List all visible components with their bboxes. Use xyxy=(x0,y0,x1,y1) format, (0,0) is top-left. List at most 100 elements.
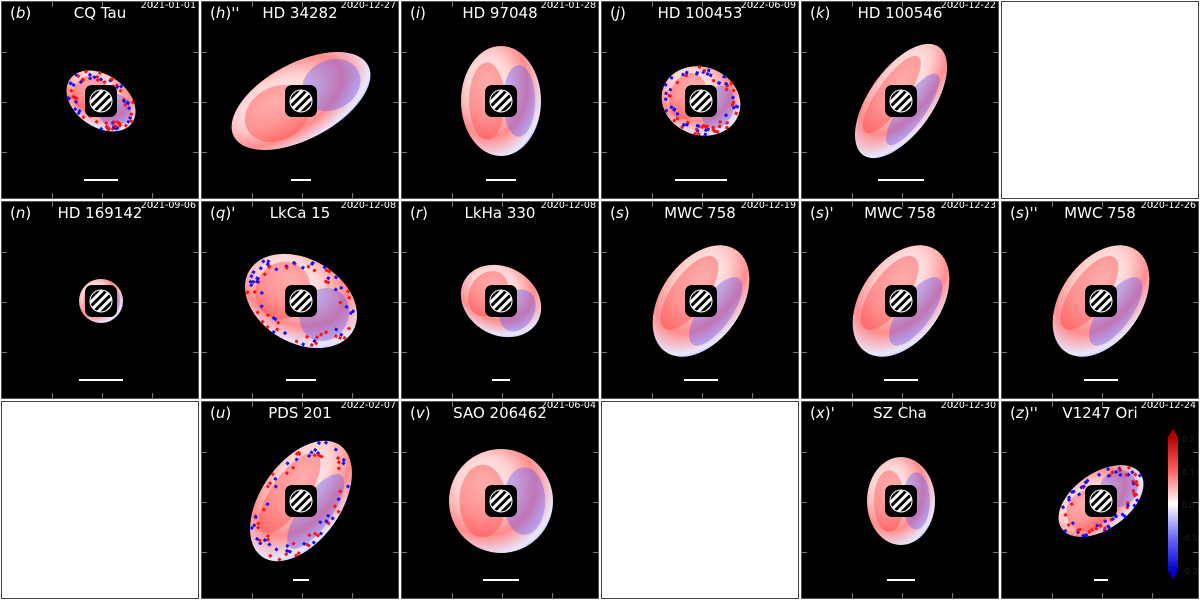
axis-tick xyxy=(352,2,353,7)
noise-pixel xyxy=(675,80,680,85)
noise-pixel xyxy=(724,81,728,86)
target-name: HD 100546 xyxy=(857,4,943,22)
noise-pixel xyxy=(127,106,132,111)
noise-pixel xyxy=(711,78,716,83)
axis-tick xyxy=(252,202,253,207)
panel-tag: (z)'' xyxy=(1010,404,1038,422)
observation-date: 2021-01-01 xyxy=(140,1,196,11)
hatched-star-mask xyxy=(889,489,913,513)
noise-pixel xyxy=(274,267,279,272)
axis-tick xyxy=(702,193,703,198)
noise-pixel xyxy=(731,88,736,93)
axis-tick xyxy=(602,352,607,353)
axis-tick xyxy=(452,593,453,598)
noise-pixel xyxy=(1076,492,1082,497)
scale-bar xyxy=(684,379,718,381)
noise-pixel xyxy=(267,481,273,486)
axis-tick xyxy=(452,2,453,7)
noise-pixel xyxy=(259,304,264,309)
noise-pixel xyxy=(722,74,727,79)
axis-tick xyxy=(252,593,253,598)
axis-tick xyxy=(752,193,753,198)
noise-pixel xyxy=(314,335,320,340)
noise-pixel xyxy=(669,75,674,80)
noise-pixel xyxy=(255,525,261,530)
axis-tick xyxy=(593,552,598,553)
scale-bar xyxy=(1094,579,1108,581)
noise-pixel xyxy=(1096,472,1102,477)
axis-tick xyxy=(552,402,553,407)
axis-tick xyxy=(702,393,703,398)
panel-suffix: ' xyxy=(830,404,835,422)
noise-pixel xyxy=(663,97,668,102)
axis-tick xyxy=(1102,393,1103,398)
axis-tick xyxy=(852,593,853,598)
noise-pixel xyxy=(730,102,735,107)
disk-panel: (j) HD 100453 2022-06-09 xyxy=(601,1,799,199)
axis-tick xyxy=(202,252,207,253)
noise-pixel xyxy=(296,551,301,556)
noise-pixel xyxy=(98,77,104,82)
noise-pixel xyxy=(111,119,117,125)
noise-pixel xyxy=(252,523,257,528)
axis-tick xyxy=(552,2,553,7)
noise-pixel xyxy=(1081,484,1086,489)
axis-tick xyxy=(1002,252,1007,253)
axis-tick xyxy=(402,452,407,453)
colorbar-graphic xyxy=(1168,429,1178,579)
axis-tick xyxy=(993,352,998,353)
noise-pixel xyxy=(1125,503,1131,508)
noise-pixel xyxy=(306,264,311,269)
noise-pixel xyxy=(68,81,73,86)
panel-suffix: '' xyxy=(1029,404,1038,422)
panel-letter: z xyxy=(1015,404,1024,422)
axis-tick xyxy=(1002,452,1007,453)
noise-pixel xyxy=(1106,473,1111,479)
noise-pixel xyxy=(717,124,722,129)
noise-pixel xyxy=(706,127,710,132)
axis-tick xyxy=(993,52,998,53)
noise-pixel xyxy=(92,75,97,80)
axis-tick xyxy=(993,302,998,303)
noise-pixel xyxy=(294,451,299,457)
axis-tick xyxy=(552,593,553,598)
noise-pixel xyxy=(332,504,338,509)
scale-bar xyxy=(1084,379,1118,381)
noise-pixel xyxy=(94,119,99,124)
panel-tag: (s)' xyxy=(810,204,834,222)
disk-image xyxy=(867,457,935,545)
noise-pixel xyxy=(282,331,288,336)
axis-tick xyxy=(752,393,753,398)
axis-tick xyxy=(452,402,453,407)
axis-tick xyxy=(202,552,207,553)
panel-suffix: '' xyxy=(1029,204,1038,222)
axis-tick xyxy=(402,252,407,253)
noise-pixel xyxy=(73,107,78,112)
panel-letter: r xyxy=(415,204,423,222)
noise-pixel xyxy=(287,549,292,554)
axis-tick xyxy=(393,252,398,253)
observation-date: 2022-02-07 xyxy=(340,401,396,411)
axis-tick xyxy=(152,393,153,398)
axis-tick xyxy=(152,202,153,207)
noise-pixel xyxy=(277,557,282,562)
axis-tick xyxy=(393,502,398,503)
axis-tick xyxy=(452,202,453,207)
noise-pixel xyxy=(680,125,685,130)
noise-pixel xyxy=(718,119,723,124)
axis-tick xyxy=(602,252,607,253)
axis-tick xyxy=(2,302,7,303)
axis-tick xyxy=(102,202,103,207)
empty-panel xyxy=(601,401,799,599)
noise-pixel xyxy=(249,274,254,279)
panel-letter: x xyxy=(815,404,825,422)
axis-tick xyxy=(102,393,103,398)
noise-pixel xyxy=(285,461,290,466)
hatched-star-mask xyxy=(689,89,713,113)
noise-pixel xyxy=(695,70,700,75)
axis-tick xyxy=(793,252,798,253)
noise-pixel xyxy=(725,121,729,125)
observation-date: 2020-12-22 xyxy=(940,1,996,11)
noise-pixel xyxy=(118,88,123,93)
axis-tick xyxy=(793,352,798,353)
